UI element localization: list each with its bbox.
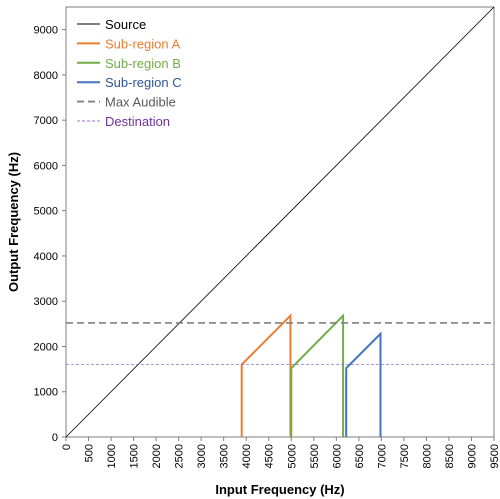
x-tick-label: 8000 bbox=[421, 444, 433, 468]
y-tick-label: 8000 bbox=[34, 70, 58, 82]
plot-area bbox=[65, 6, 495, 438]
x-tick-label: 6500 bbox=[354, 444, 366, 468]
y-tick-label: 4000 bbox=[34, 251, 58, 263]
legend-label: Max Audible bbox=[105, 95, 176, 110]
x-tick-label: 9500 bbox=[489, 444, 500, 468]
x-tick-label: 2000 bbox=[151, 444, 163, 468]
x-axis-title: Input Frequency (Hz) bbox=[215, 482, 344, 497]
y-tick-label: 1000 bbox=[34, 387, 58, 399]
x-tick-label: 4000 bbox=[241, 444, 253, 468]
y-tick-label: 9000 bbox=[34, 25, 58, 37]
x-tick-label: 8500 bbox=[444, 444, 456, 468]
y-axis-title: Output Frequency (Hz) bbox=[6, 152, 21, 292]
legend-label: Sub-region C bbox=[105, 75, 182, 90]
x-tick-label: 1500 bbox=[129, 444, 141, 468]
y-tick-label: 2000 bbox=[34, 341, 58, 353]
legend: Source Sub-region A Sub-region B Sub-region… bbox=[77, 17, 182, 129]
x-tick-label: 2500 bbox=[174, 444, 186, 468]
x-tick-label: 4500 bbox=[264, 444, 276, 468]
legend-label: Source bbox=[105, 17, 146, 32]
x-tick-label: 3500 bbox=[219, 444, 231, 468]
x-tick-label: 9000 bbox=[466, 444, 478, 468]
y-tick-label: 0 bbox=[52, 432, 58, 444]
x-tick-label: 500 bbox=[84, 444, 96, 462]
x-tick-label: 1000 bbox=[106, 444, 118, 468]
x-tick-label: 3000 bbox=[196, 444, 208, 468]
x-tick-label: 5000 bbox=[286, 444, 298, 468]
y-tick-label: 6000 bbox=[34, 160, 58, 172]
y-tick-label: 5000 bbox=[34, 206, 58, 218]
legend-label: Sub-region A bbox=[105, 36, 180, 51]
axis-ticks: 0 1000 2000 3000 4000 5000 6000 7000 8000 9000 0 50… bbox=[34, 25, 500, 469]
y-tick-label: 3000 bbox=[34, 296, 58, 308]
series-line-0 bbox=[65, 6, 495, 438]
legend-label: Sub-region B bbox=[105, 56, 181, 71]
x-tick-label: 0 bbox=[61, 444, 73, 450]
series-line-1 bbox=[240, 313, 292, 437]
y-tick-label: 7000 bbox=[34, 115, 58, 127]
x-tick-label: 6000 bbox=[331, 444, 343, 468]
legend-label: Destination bbox=[105, 114, 170, 129]
series-line-3 bbox=[345, 331, 382, 437]
plot-frame bbox=[65, 6, 495, 438]
x-tick-label: 7000 bbox=[376, 444, 388, 468]
x-tick-label: 5500 bbox=[309, 444, 321, 468]
series-line-2 bbox=[290, 313, 345, 437]
x-tick-label: 7500 bbox=[399, 444, 411, 468]
